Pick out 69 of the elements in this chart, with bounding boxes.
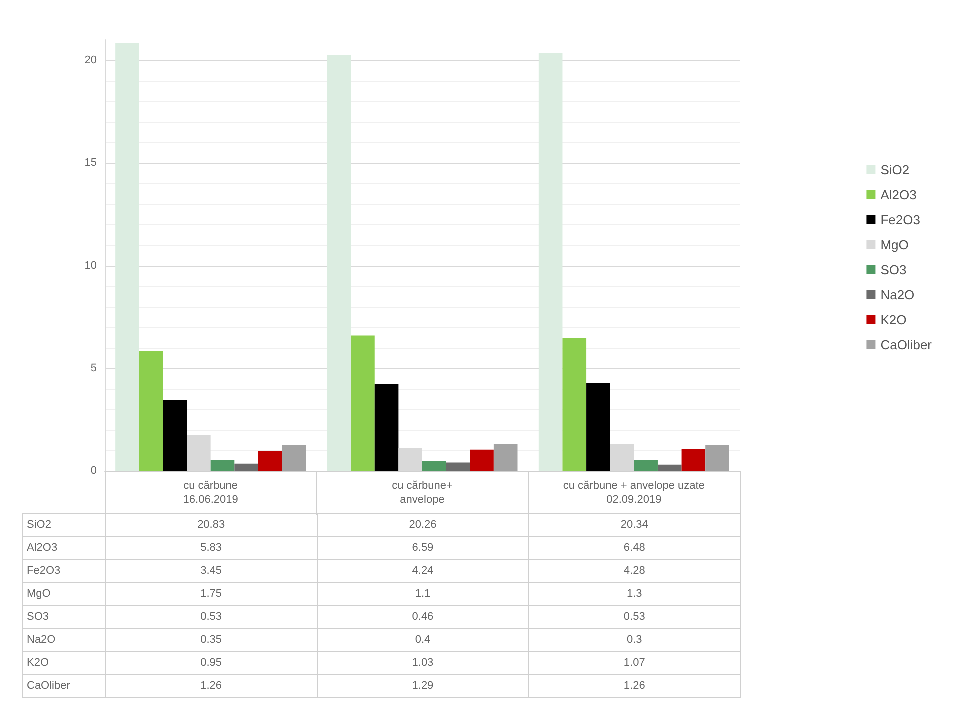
bar [234, 464, 258, 471]
data-label: 3.45 [106, 560, 318, 582]
x-tick-label: cu cărbune 16.06.2019 [183, 480, 238, 506]
text: Fe2O3 [27, 565, 61, 577]
y-tick-label: 0 [90, 465, 97, 477]
bar [258, 452, 282, 471]
data-label: 20.83 [106, 514, 318, 536]
legend-label: Al2O3 [880, 188, 917, 202]
bar [422, 462, 446, 471]
y-tick-label: 15 [84, 157, 97, 170]
y-tick-label: 10 [84, 260, 97, 272]
data-label: 6.59 [317, 536, 529, 560]
bar [282, 445, 306, 471]
text: SO3 [27, 611, 50, 623]
bar [470, 450, 494, 471]
bar [327, 55, 352, 471]
data-label: 1.3 [528, 582, 740, 606]
legend-label: CaOliber [880, 338, 933, 352]
bar [351, 336, 375, 471]
bar [374, 384, 399, 471]
text: K2O [27, 657, 50, 669]
legend-label: SO3 [880, 262, 907, 278]
bar [210, 460, 235, 471]
data-label: 4.28 [528, 560, 740, 582]
y-tick-label: 20 [84, 54, 97, 67]
data-label: 1.29 [317, 674, 529, 698]
text: SiO2 [27, 519, 52, 531]
legend-label: Na2O [880, 288, 915, 302]
y-tick-label: 5 [90, 362, 97, 374]
data-label: 0.3 [528, 628, 740, 652]
bar [658, 464, 682, 471]
data-label: 0.46 [317, 606, 529, 628]
x-tick-label: cu cărbune + anvelope uzate 02.09.2019 [563, 480, 705, 506]
text: Na2O [27, 634, 56, 646]
bar [634, 460, 658, 471]
data-label: 1.1 [317, 582, 529, 606]
data-label: 4.24 [317, 560, 529, 582]
data-label: 6.48 [528, 536, 740, 560]
data-label: 1.26 [528, 674, 740, 698]
data-label: 20.34 [528, 514, 740, 536]
data-label: 0.53 [528, 606, 740, 628]
text: Al2O3 [27, 542, 58, 554]
bar [494, 444, 518, 471]
data-label: 1.03 [317, 652, 529, 674]
legend-label: SiO2 [880, 162, 910, 178]
data-label: 5.83 [106, 536, 318, 560]
data-label: 1.07 [528, 652, 740, 674]
legend-label: Fe2O3 [880, 212, 920, 228]
text: CaOliber [27, 680, 70, 692]
data-label: 0.95 [106, 652, 318, 674]
data-label: 1.75 [106, 582, 318, 606]
bar [682, 449, 706, 471]
bar [706, 445, 730, 471]
data-label: 0.35 [106, 628, 318, 652]
bar [562, 338, 587, 471]
bar [163, 400, 188, 471]
bar [538, 54, 563, 471]
bar [116, 43, 140, 471]
legend-label: MgO [880, 238, 909, 252]
text: MgO [27, 588, 51, 600]
x-tick-label: cu cărbune+ anvelope [392, 480, 453, 506]
data-label: 0.53 [106, 606, 318, 628]
bar [446, 462, 470, 471]
bar [139, 351, 164, 471]
bar [586, 383, 610, 471]
data-label: 1.26 [106, 674, 318, 698]
data-label: 20.26 [317, 514, 529, 536]
data-label: 0.4 [317, 628, 529, 652]
legend-label: K2O [880, 312, 907, 328]
